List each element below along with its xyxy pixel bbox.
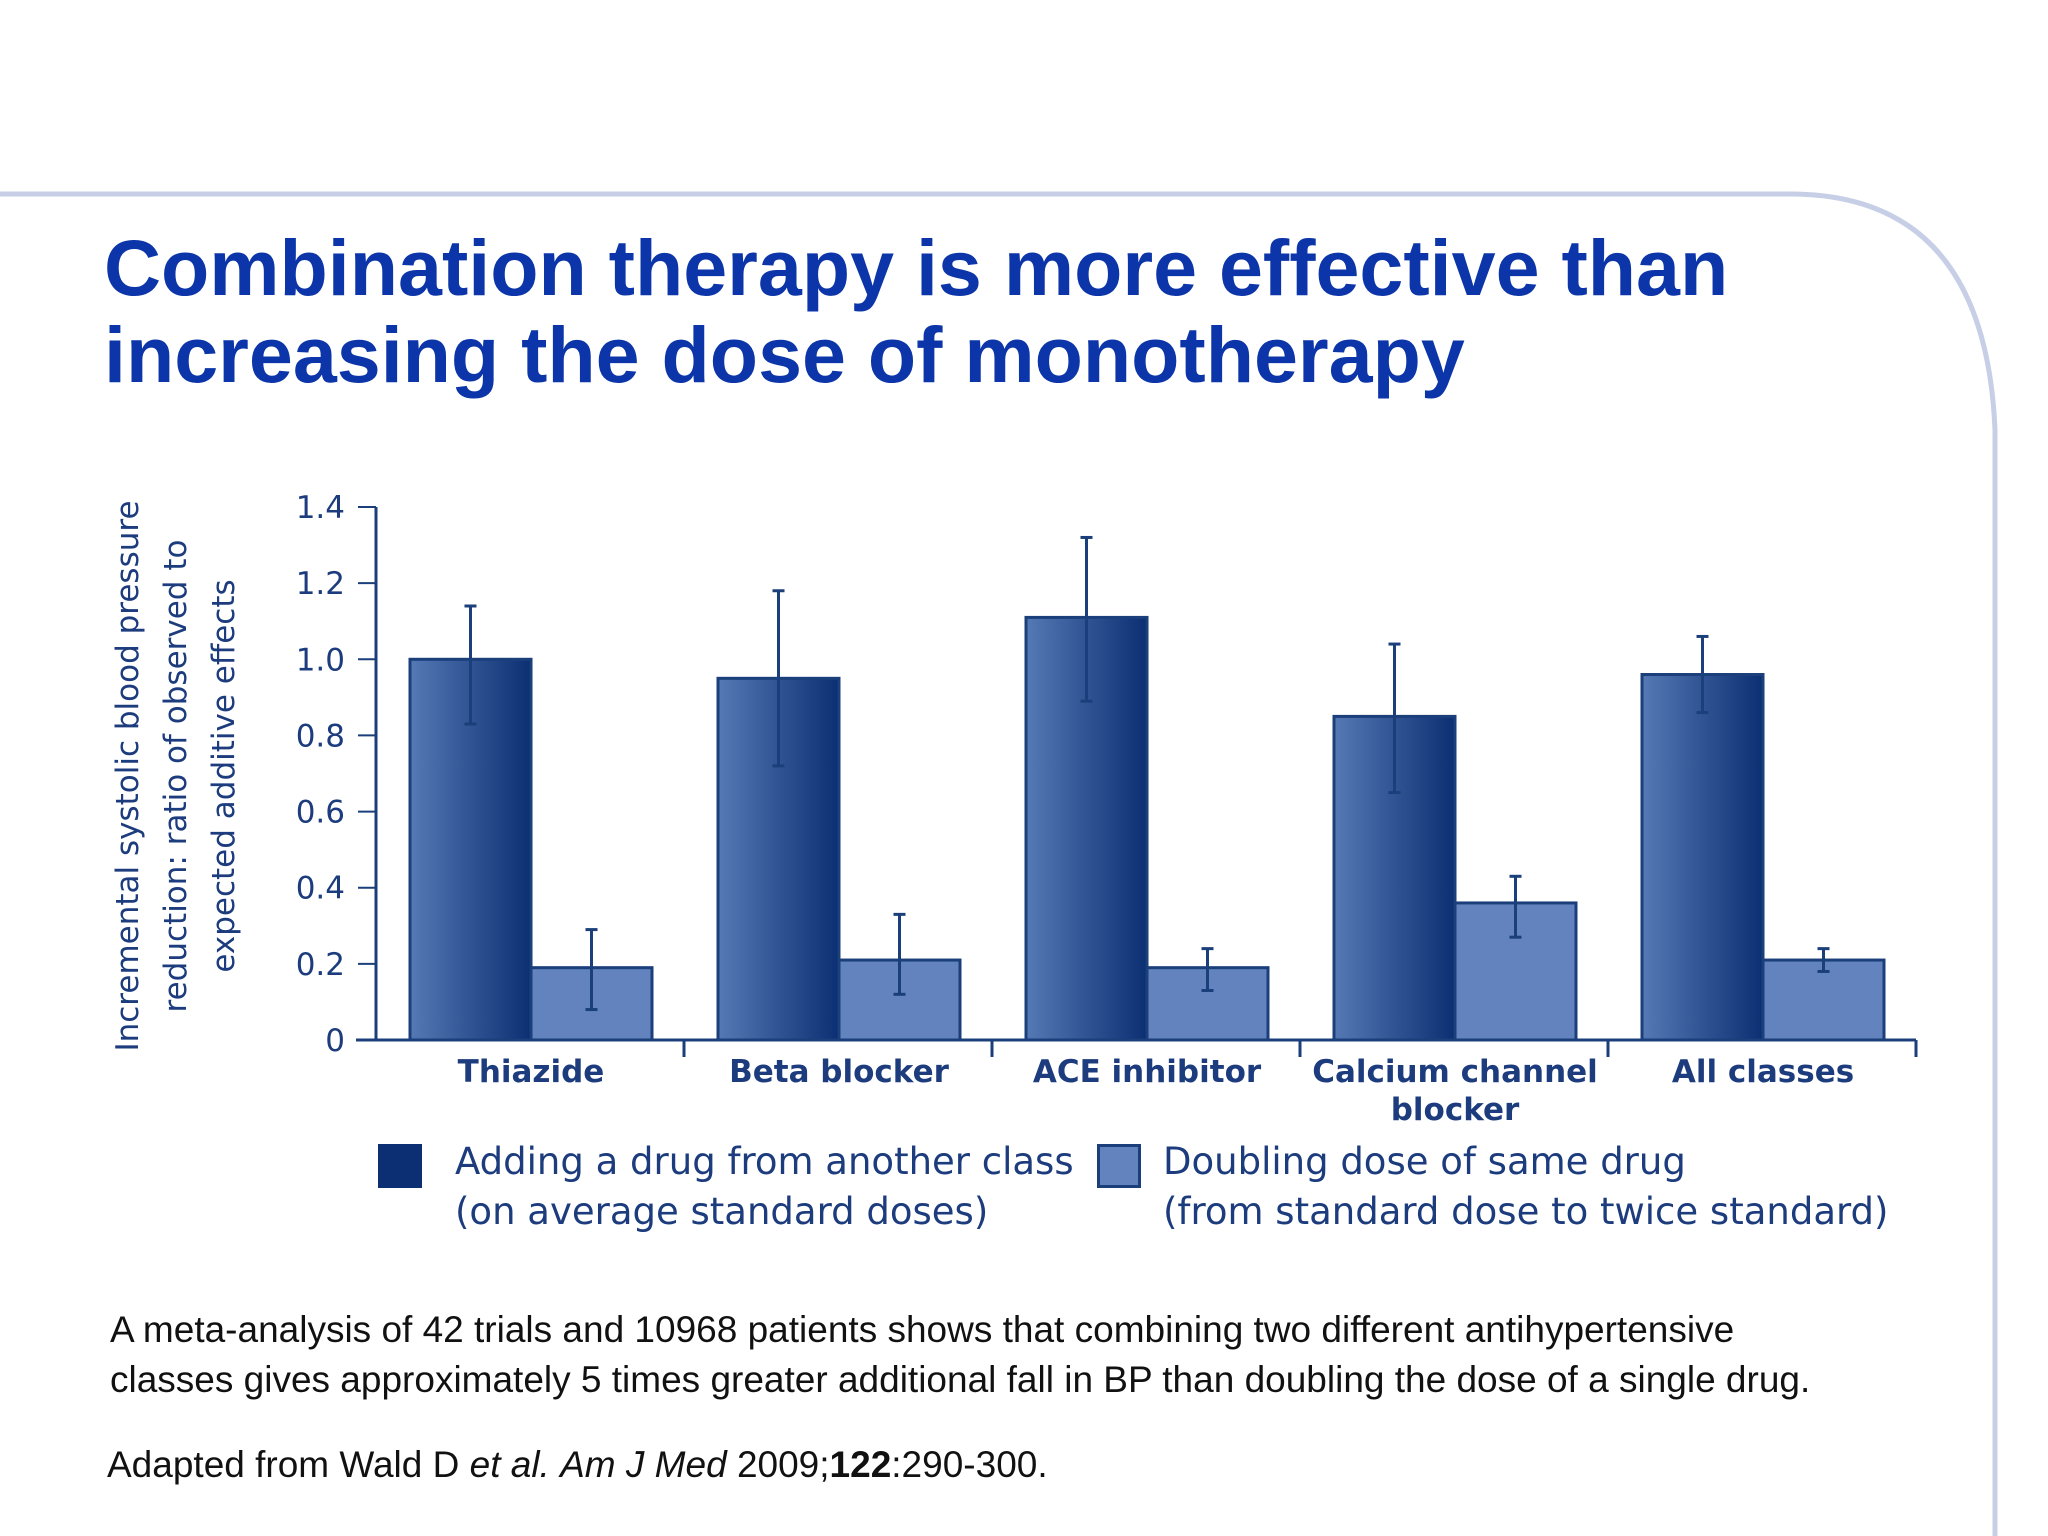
caption: A meta-analysis of 42 trials and 10968 p…	[110, 1305, 2010, 1405]
error-bars	[464, 535, 1830, 1012]
x-tick-labels: Thiazide Beta blocker ACE inhibitor Calcium…	[458, 1054, 1855, 1128]
x-tick-label: Beta blocker	[729, 1054, 949, 1090]
title-line-1: Combination therapy is more effective th…	[104, 223, 1729, 312]
reference-et-al: et al.	[469, 1444, 550, 1485]
legend-dark-line-1: Adding a drug from another class	[455, 1140, 1074, 1183]
slide-frame-curve	[0, 191, 1998, 1536]
legend-light-line-2: (from standard dose to twice standard)	[1163, 1190, 1889, 1233]
y-tick-label: 1.2	[296, 566, 345, 602]
y-axis-label-line: reduction: ratio of observed to	[158, 540, 194, 1013]
x-tick-label: blocker	[1391, 1092, 1520, 1128]
legend-swatch-dark	[378, 1144, 422, 1188]
reference-year: 2009;	[726, 1444, 830, 1485]
y-tick-label: 0.6	[296, 795, 345, 831]
y-axis-label: Incremental systolic blood pressure reduc…	[110, 500, 242, 1051]
legend-swatch-light	[1097, 1144, 1141, 1188]
y-axis-label-line: expected additive effects	[206, 579, 242, 972]
x-tick-label: ACE inhibitor	[1033, 1054, 1262, 1090]
reference-prefix: Adapted from Wald D	[107, 1444, 470, 1485]
y-tick-label: 0	[325, 1023, 345, 1059]
y-tick-label: 0.4	[296, 871, 345, 907]
title-line-2: increasing the dose of monotherapy	[104, 310, 1465, 399]
y-tick-label: 0.2	[296, 947, 345, 983]
y-tick-label: 1.4	[296, 490, 345, 526]
reference-volume: 122	[829, 1444, 892, 1485]
legend-dark-line-2: (on average standard doses)	[455, 1190, 989, 1233]
reference-space	[550, 1444, 560, 1485]
slide-title: Combination therapy is more effective th…	[104, 224, 1954, 398]
x-tick-label: Calcium channel	[1312, 1054, 1598, 1090]
y-tick-label: 0.8	[296, 718, 345, 754]
bar-double-dose	[1761, 958, 1886, 1042]
x-tick-label: All classes	[1672, 1054, 1854, 1090]
legend-light-line-1: Doubling dose of same drug	[1163, 1140, 1686, 1183]
caption-line-1: A meta-analysis of 42 trials and 10968 p…	[110, 1309, 1735, 1350]
bars	[408, 615, 1886, 1042]
y-axis-label-line: Incremental systolic blood pressure	[110, 500, 146, 1051]
reference-journal: Am J Med	[560, 1444, 727, 1485]
y-tick-label: 1.0	[296, 642, 345, 678]
reference-pages: :290-300.	[891, 1444, 1048, 1485]
reference: Adapted from Wald D et al. Am J Med 2009…	[107, 1440, 1048, 1490]
x-tick-label: Thiazide	[458, 1054, 605, 1090]
bar-add-class	[1640, 673, 1765, 1042]
caption-line-2: classes gives approximately 5 times grea…	[110, 1359, 1811, 1400]
